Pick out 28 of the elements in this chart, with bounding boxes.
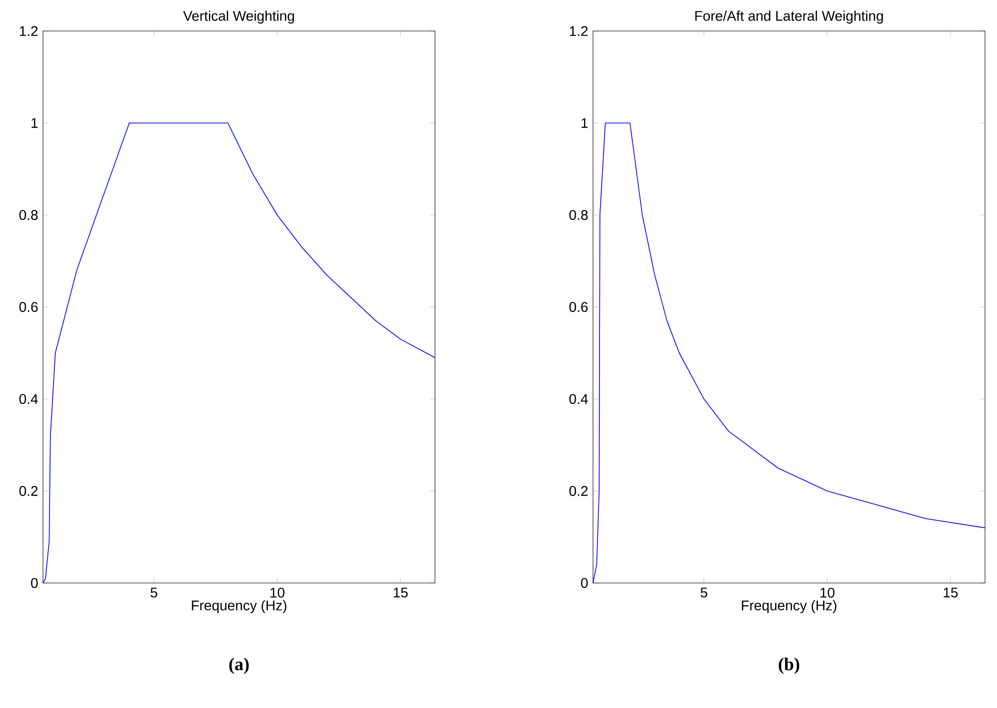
x-axis-title: Frequency (Hz) [742,600,836,614]
chart-title: Fore/Aft and Lateral Weighting [695,10,883,24]
chart-title: Vertical Weighting [183,10,294,24]
y-tick-label: 1.2 [20,26,38,36]
line-series [592,122,986,584]
y-tick-label: 1.2 [570,26,588,36]
text: (b) [778,658,800,674]
y-tick-label: 0.4 [19,394,38,404]
x-tick-label: 15 [394,588,408,598]
x-tick-label: 15 [944,588,958,598]
line-series [42,122,436,584]
x-tick-label: 10 [270,588,284,598]
y-tick-label: 0.2 [569,486,588,496]
x-tick-label: 10 [820,588,834,598]
text: (a) [229,658,249,674]
x-tick-label: 5 [150,588,158,598]
y-tick-label: 0.6 [19,302,38,312]
y-tick-label: 1 [32,118,38,128]
x-tick-label: 5 [700,588,708,598]
y-tick-label: 0.8 [19,210,38,220]
y-tick-label: 0.4 [569,394,588,404]
y-tick-label: 0.6 [569,302,588,312]
y-tick-label: 0 [581,578,588,588]
y-tick-label: 0 [31,578,38,588]
y-tick-label: 0.8 [569,210,588,220]
y-tick-label: 1 [582,118,588,128]
y-tick-label: 0.2 [19,486,38,496]
x-axis-title: Frequency (Hz) [192,600,286,614]
